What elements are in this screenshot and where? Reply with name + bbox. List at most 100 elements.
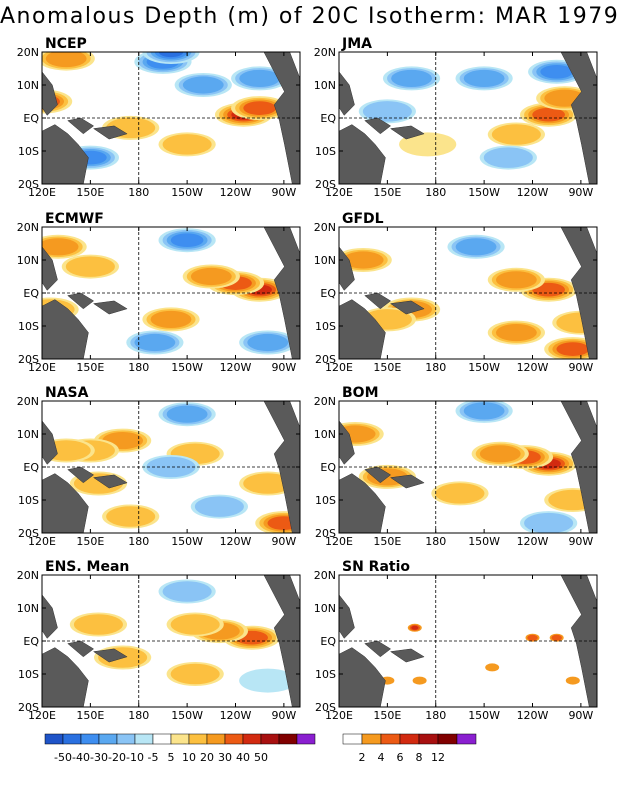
contour-blob — [479, 445, 521, 463]
x-tick-label: 120W — [517, 535, 549, 548]
land-mass — [42, 246, 58, 291]
y-tick-label: 20S — [18, 527, 39, 540]
y-tick-label: 10N — [17, 428, 39, 441]
land-mass — [67, 640, 95, 658]
panel-title: ECMWF — [45, 211, 104, 227]
y-tick-label: EQ — [23, 287, 39, 300]
y-tick-label: EQ — [23, 461, 39, 474]
y-tick-label: 20N — [314, 46, 336, 59]
legend-swatch — [44, 733, 64, 745]
contour-blob — [540, 64, 574, 79]
legend-label: 20 — [200, 751, 214, 764]
y-tick-label: 10S — [18, 145, 39, 158]
panel-title: JMA — [341, 36, 372, 52]
x-tick-label: 180 — [128, 186, 149, 199]
contour-blob — [412, 676, 427, 685]
x-tick-label: 150W — [468, 186, 500, 199]
y-tick-label: 10S — [315, 668, 336, 681]
x-tick-label: 120E — [28, 535, 56, 548]
y-tick-label: 10N — [17, 79, 39, 92]
x-tick-label: 120E — [325, 186, 353, 199]
legend-label: 40 — [236, 751, 250, 764]
legend-label: 2 — [359, 751, 366, 764]
y-tick-label: 20N — [17, 46, 39, 59]
legend-swatch — [98, 733, 118, 745]
land-mass — [67, 117, 95, 135]
contour-blob — [495, 271, 537, 289]
contour-blob — [239, 69, 281, 87]
y-tick-label: EQ — [23, 112, 39, 125]
legend-swatch — [224, 733, 244, 745]
land-mass — [42, 71, 58, 116]
x-tick-label: 180 — [425, 186, 446, 199]
land-mass — [339, 299, 386, 359]
y-tick-label: EQ — [320, 112, 336, 125]
y-tick-label: 10S — [18, 494, 39, 507]
land-mass — [364, 640, 392, 658]
land-mass — [364, 117, 392, 135]
x-tick-label: 120W — [220, 535, 252, 548]
legend-swatch — [134, 733, 154, 745]
x-tick-label: 120E — [28, 709, 56, 722]
x-tick-label: 180 — [425, 709, 446, 722]
land-mass — [42, 299, 89, 359]
legend-label: 8 — [416, 751, 423, 764]
land-mass — [67, 466, 95, 484]
x-tick-label: 150E — [76, 709, 104, 722]
contour-blob — [362, 101, 412, 122]
legend-swatch — [361, 733, 382, 745]
legend-swatch — [399, 733, 420, 745]
contour-blob — [42, 238, 79, 256]
panel-title: SN Ratio — [342, 559, 410, 575]
legend-label: -10 — [126, 751, 144, 764]
legend-label: 10 — [182, 751, 196, 764]
x-tick-label: 120W — [220, 186, 252, 199]
x-tick-label: 90W — [568, 361, 593, 374]
land-mass — [92, 474, 128, 489]
land-mass — [339, 124, 386, 184]
contour-blob — [463, 69, 505, 87]
legend-label: 6 — [397, 751, 404, 764]
y-tick-label: 20S — [315, 701, 336, 714]
y-tick-label: 20S — [315, 178, 336, 191]
legend-label: -40 — [72, 751, 90, 764]
x-tick-label: 90W — [271, 186, 296, 199]
legend-swatch — [418, 733, 439, 745]
y-tick-label: 10S — [315, 494, 336, 507]
legend-label: 50 — [254, 751, 268, 764]
land-mass — [364, 292, 392, 310]
legend-label: 4 — [378, 751, 385, 764]
land-mass — [339, 473, 386, 533]
y-tick-label: EQ — [320, 287, 336, 300]
contour-blob — [342, 251, 384, 269]
contour-blob — [106, 506, 156, 527]
legend-swatch — [170, 733, 190, 745]
y-tick-label: 20N — [314, 569, 336, 582]
land-mass — [263, 575, 300, 707]
contour-blob — [491, 124, 541, 145]
contour-blob — [170, 614, 220, 635]
y-tick-label: 20S — [315, 353, 336, 366]
legend-swatch — [437, 733, 458, 745]
x-tick-label: 150W — [468, 535, 500, 548]
x-tick-label: 120E — [28, 186, 56, 199]
y-tick-label: 10N — [17, 602, 39, 615]
contour-blob — [150, 310, 192, 328]
x-tick-label: 150W — [171, 361, 203, 374]
contour-blob — [243, 101, 277, 115]
x-tick-label: 90W — [568, 709, 593, 722]
y-tick-label: 10S — [18, 668, 39, 681]
contour-blob — [73, 614, 123, 635]
panel-title: GFDL — [342, 211, 384, 227]
land-mass — [42, 124, 89, 184]
contour-blob — [158, 52, 184, 58]
contour-blob — [170, 233, 204, 248]
contour-blob — [411, 625, 419, 630]
x-tick-label: 150E — [76, 186, 104, 199]
land-mass — [339, 420, 355, 465]
contour-blob — [166, 405, 208, 423]
y-tick-label: 20S — [18, 178, 39, 191]
contour-blob — [399, 132, 457, 157]
land-mass — [560, 52, 597, 184]
contour-blob — [524, 512, 574, 533]
